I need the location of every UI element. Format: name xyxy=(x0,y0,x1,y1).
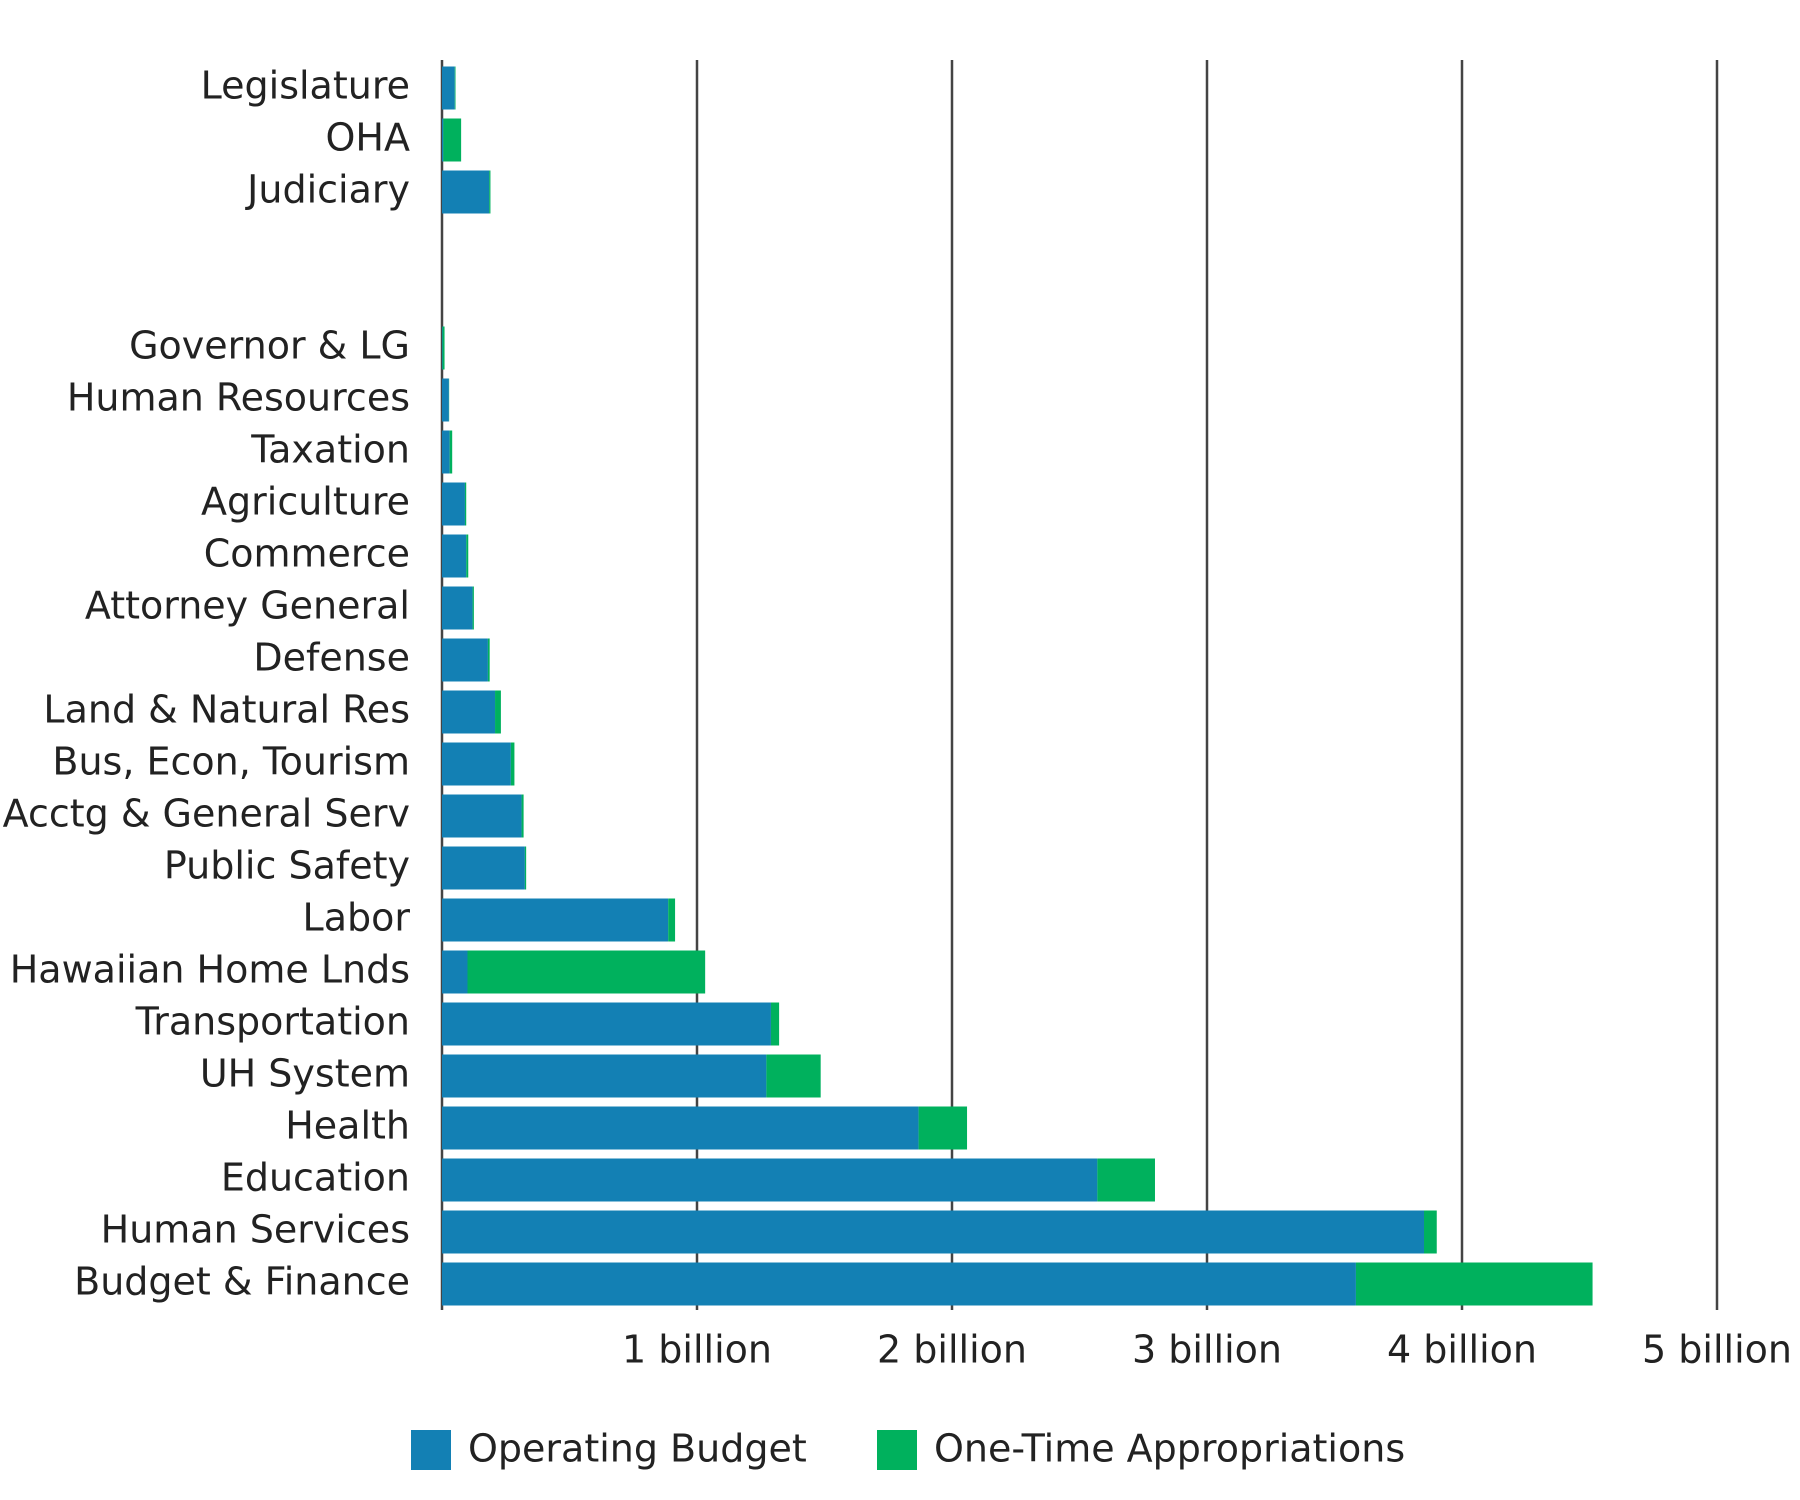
y-tick-label: Human Resources xyxy=(67,376,410,420)
bar-segment xyxy=(489,170,491,214)
y-tick-label: Bus, Econ, Tourism xyxy=(52,740,410,784)
bar-segment xyxy=(442,1262,1356,1306)
legend-label: Operating Budget xyxy=(468,1427,807,1471)
y-tick-label: Labor xyxy=(303,896,411,940)
bar-segment xyxy=(449,430,453,474)
bar-segment xyxy=(442,1158,1098,1202)
x-tick-label: 5 billion xyxy=(1642,1328,1792,1372)
y-tick-label: Human Services xyxy=(101,1208,410,1252)
bar-segment xyxy=(770,1002,780,1046)
y-tick-label: Taxation xyxy=(250,428,410,472)
x-tick-label: 1 billion xyxy=(622,1328,772,1372)
bar-segment xyxy=(442,326,445,370)
x-tick-label: 4 billion xyxy=(1387,1328,1537,1372)
y-tick-label: Attorney General xyxy=(85,584,410,628)
bar-segment xyxy=(918,1106,968,1150)
bar-segment xyxy=(443,118,462,162)
bar-segment xyxy=(442,534,467,578)
bar-segment xyxy=(442,1210,1425,1254)
bar-segment xyxy=(442,638,488,682)
bar-segment xyxy=(442,742,511,786)
bar-segment xyxy=(442,690,496,734)
bar-segment xyxy=(1424,1210,1437,1254)
y-tick-label: Public Safety xyxy=(164,844,410,888)
bar-segment xyxy=(467,950,706,994)
y-tick-label: Governor & LG xyxy=(129,324,410,368)
bar-segment xyxy=(521,794,524,838)
bar-segment xyxy=(472,586,474,630)
bar-segment xyxy=(510,742,515,786)
bar-segment xyxy=(464,482,467,526)
y-tick-label: Education xyxy=(221,1156,410,1200)
legend-swatch xyxy=(411,1430,451,1470)
x-tick-label: 3 billion xyxy=(1132,1328,1282,1372)
y-tick-label: Defense xyxy=(253,636,410,680)
y-tick-label: Judiciary xyxy=(245,168,410,212)
y-tick-label: OHA xyxy=(326,116,410,160)
bar-segment xyxy=(442,482,465,526)
bar-segment xyxy=(442,1106,919,1150)
bar-segment xyxy=(495,690,501,734)
bar-segment xyxy=(442,170,490,214)
bar-segment xyxy=(442,326,443,370)
bar-segment xyxy=(766,1054,821,1098)
x-tick-label: 2 billion xyxy=(877,1328,1027,1372)
legend-swatch xyxy=(877,1430,917,1470)
bar-segment xyxy=(442,846,525,890)
y-tick-label: Transportation xyxy=(135,1000,410,1044)
bar-segment xyxy=(442,794,522,838)
bar-segment xyxy=(442,1002,771,1046)
bar-segment xyxy=(442,586,473,630)
bar-segment xyxy=(442,430,450,474)
bar-segment xyxy=(442,898,669,942)
bar-segment xyxy=(442,1054,767,1098)
y-tick-label: Legislature xyxy=(201,64,410,108)
bar-segment xyxy=(1355,1262,1593,1306)
y-tick-label: Health xyxy=(285,1104,410,1148)
y-tick-label: Commerce xyxy=(204,532,410,576)
bar-segment xyxy=(668,898,676,942)
legend-label: One-Time Appropriations xyxy=(934,1427,1405,1471)
bar-segment xyxy=(442,378,449,422)
bar-segment xyxy=(487,638,490,682)
y-tick-label: Land & Natural Res xyxy=(43,688,410,732)
bar-segment xyxy=(466,534,469,578)
y-tick-label: Hawaiian Home Lnds xyxy=(10,948,410,992)
bar-segment xyxy=(524,846,527,890)
y-tick-label: UH System xyxy=(200,1052,410,1096)
y-tick-label: Agriculture xyxy=(201,480,410,524)
bar-segment xyxy=(442,950,468,994)
bar-segment xyxy=(1097,1158,1155,1202)
y-tick-label: Budget & Finance xyxy=(74,1260,410,1304)
bar-segment xyxy=(442,66,455,110)
bar-segment xyxy=(454,66,456,110)
bar-segment xyxy=(442,118,444,162)
y-tick-label: Acctg & General Serv xyxy=(3,792,410,836)
